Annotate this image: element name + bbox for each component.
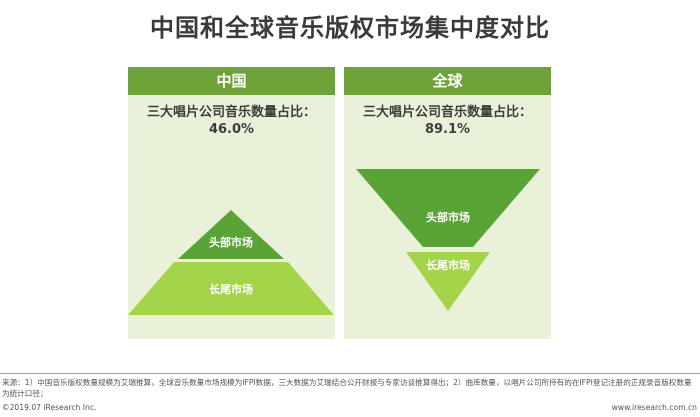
china-head-segment [178, 210, 284, 259]
china-pyramid: 头部市场 长尾市场 [128, 210, 334, 315]
china-stat-label: 三大唱片公司音乐数量占比： [146, 105, 316, 120]
global-stat-value: 89.1% [424, 122, 471, 137]
footer-divider [0, 373, 700, 374]
china-tail-label: 长尾市场 [209, 282, 253, 296]
website-link[interactable]: www.iresearch.com.cn [611, 403, 697, 412]
copyright: ©2019.07 iResearch Inc. [2, 403, 97, 412]
global-tail-label: 长尾市场 [426, 258, 470, 272]
global-tail-segment [406, 252, 490, 311]
page-title: 中国和全球音乐版权市场集中度对比 [150, 14, 550, 42]
source-note: 来源：1）中国音乐版权数量规模为艾瑞推算，全球音乐数量市场规模为IFPI数据，三… [2, 378, 692, 398]
global-head-label: 头部市场 [426, 210, 470, 224]
global-stat: 三大唱片公司音乐数量占比： 89.1% [344, 104, 551, 138]
global-head-segment [356, 169, 540, 247]
china-header: 中国 [128, 67, 335, 95]
global-inverted-pyramid: 头部市场 长尾市场 [356, 169, 540, 311]
china-panel: 中国 三大唱片公司音乐数量占比： 46.0% 头部市场 长尾市场 [128, 67, 335, 339]
china-head-label: 头部市场 [209, 235, 253, 249]
china-tail-segment [128, 262, 334, 315]
china-stat: 三大唱片公司音乐数量占比： 46.0% [128, 104, 335, 138]
global-stat-label: 三大唱片公司音乐数量占比： [362, 105, 532, 120]
global-header: 全球 [344, 67, 551, 95]
global-panel: 全球 三大唱片公司音乐数量占比： 89.1% 头部市场 长尾市场 [344, 67, 551, 339]
china-stat-value: 46.0% [208, 122, 255, 137]
